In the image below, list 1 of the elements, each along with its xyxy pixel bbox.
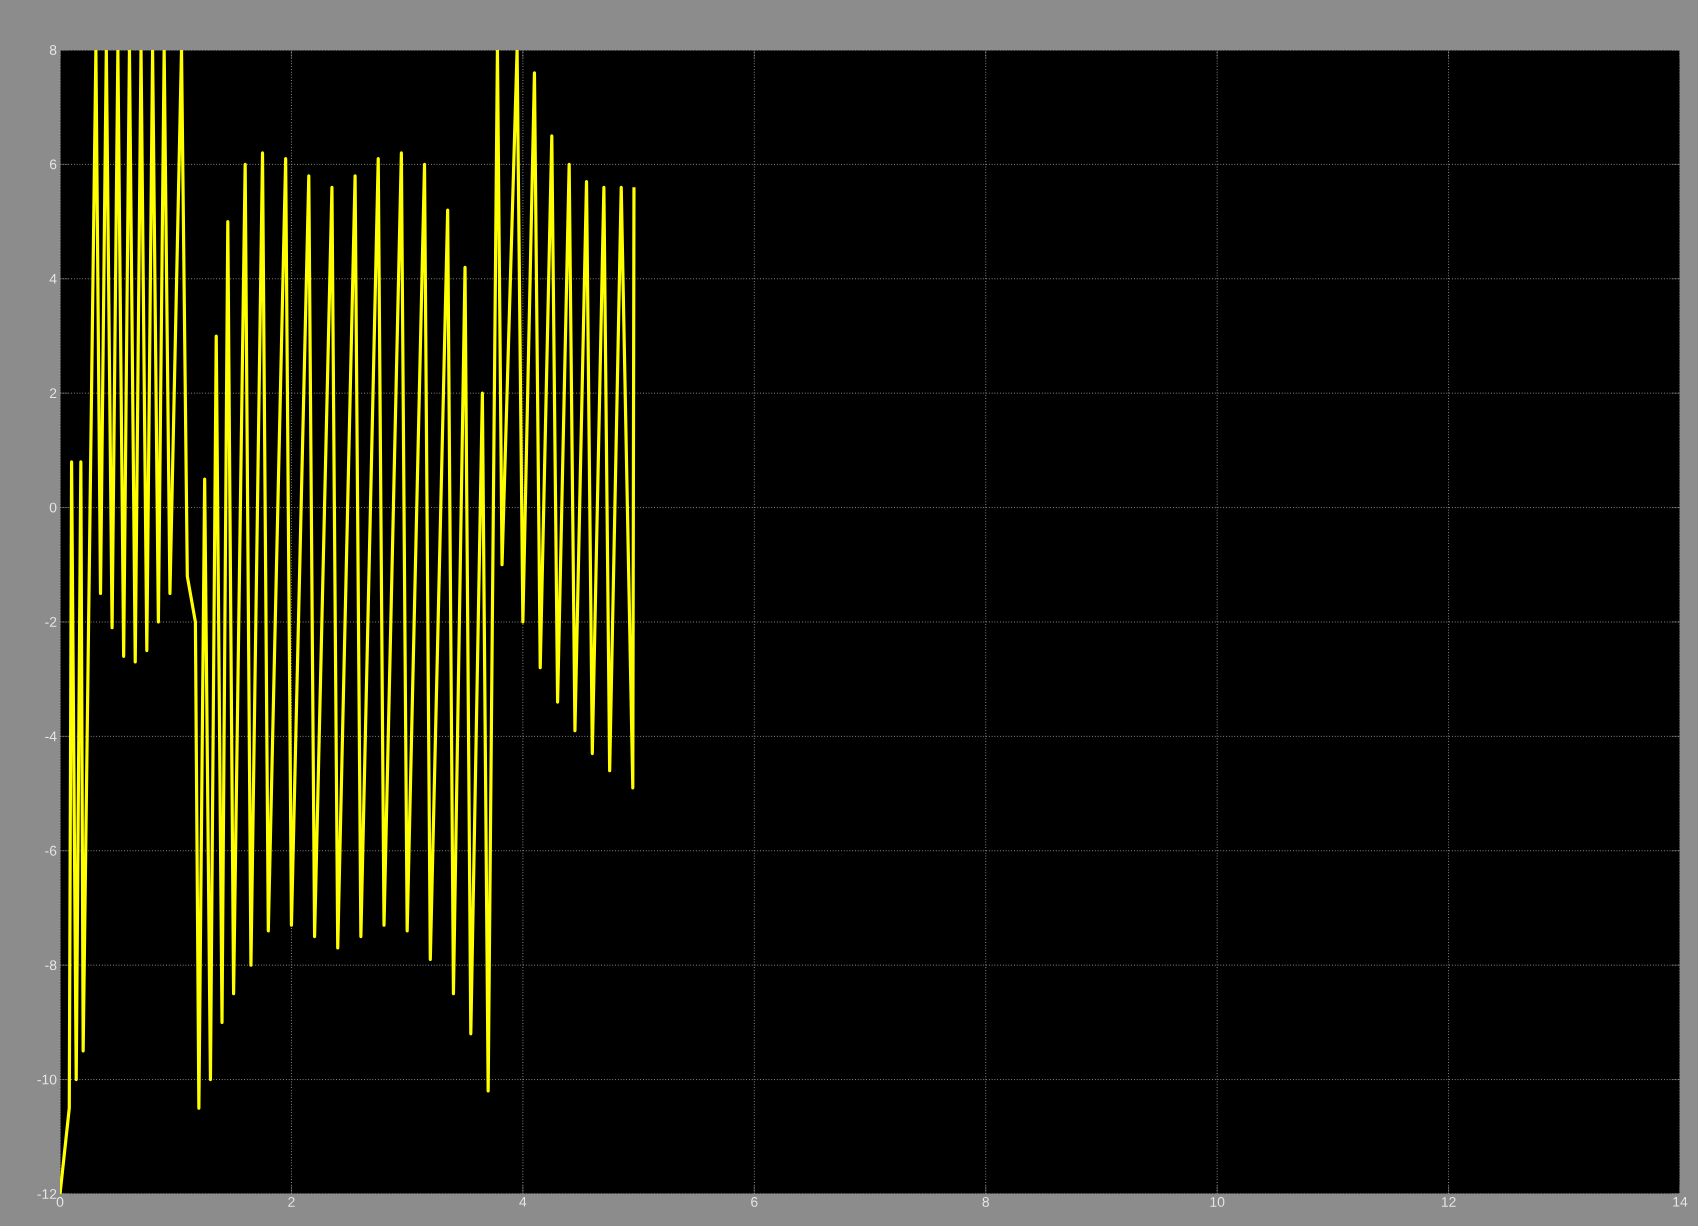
line-series [60,49,636,1194]
